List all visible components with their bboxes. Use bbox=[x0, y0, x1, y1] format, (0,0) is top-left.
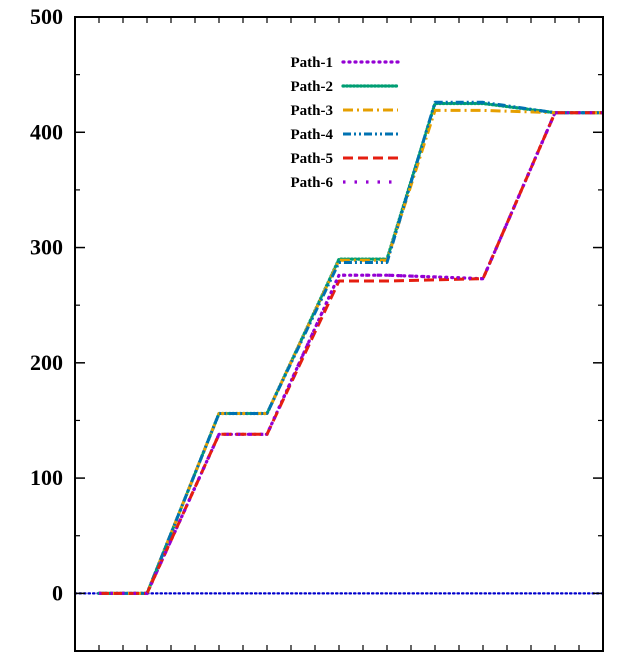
series-line-path-1 bbox=[97, 111, 605, 596]
legend-label-path-2: Path-2 bbox=[291, 79, 334, 95]
y-tick-label: 100 bbox=[30, 465, 63, 490]
y-tick-label: 400 bbox=[30, 119, 63, 144]
series-line-path-3 bbox=[99, 108, 603, 595]
ticks-layer: 0 100 200 300 400 500 bbox=[30, 4, 603, 651]
legend-label-path-3: Path-3 bbox=[291, 103, 334, 119]
axes-layer bbox=[74, 16, 604, 652]
legend-label-path-6: Path-6 bbox=[291, 175, 334, 191]
y-tick-label: 0 bbox=[52, 580, 63, 605]
series-layer bbox=[97, 100, 605, 596]
series-line-path-4 bbox=[99, 100, 603, 595]
plot-frame bbox=[74, 16, 604, 652]
y-tick-label: 500 bbox=[30, 4, 63, 29]
legend-label-path-1: Path-1 bbox=[291, 55, 334, 71]
y-tick-label: 300 bbox=[30, 235, 63, 260]
series-line-path-5 bbox=[99, 111, 603, 595]
legend-label-path-4: Path-4 bbox=[291, 127, 334, 143]
y-tick-label: 200 bbox=[30, 350, 63, 375]
legend: Path-1 Path-2 Path-3 Path-4 Path-5 Path-6 bbox=[291, 55, 400, 191]
legend-label-path-5: Path-5 bbox=[291, 151, 334, 167]
